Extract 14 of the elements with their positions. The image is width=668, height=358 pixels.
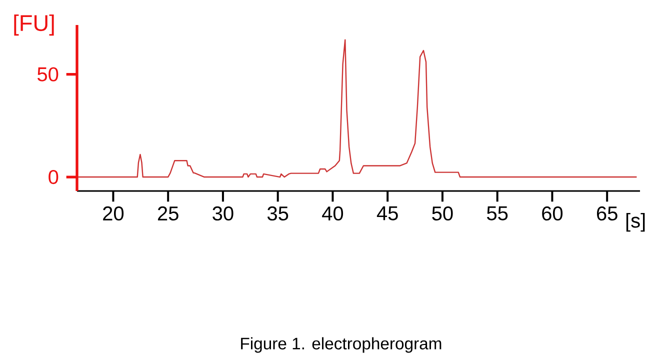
x-tick-label: 65: [596, 206, 618, 221]
x-tick-label: 55: [487, 206, 508, 220]
x-tick-label: 20: [103, 206, 124, 221]
x-axis-title: [s]: [626, 213, 645, 232]
x-tick-label: 40: [322, 206, 344, 221]
x-tick-label: 30: [212, 206, 234, 221]
caption: Figure 1. electropherogram: [241, 337, 442, 353]
x-tick-label: 50: [432, 206, 453, 221]
x-tick-label: 45: [376, 206, 398, 220]
y-axis-title: [FU]: [14, 14, 54, 36]
x-tick-label: 35: [267, 206, 288, 221]
x-tick-label: 25: [158, 206, 178, 221]
x-tick-label: 60: [542, 206, 563, 221]
y-tick-label: 0: [48, 170, 58, 184]
